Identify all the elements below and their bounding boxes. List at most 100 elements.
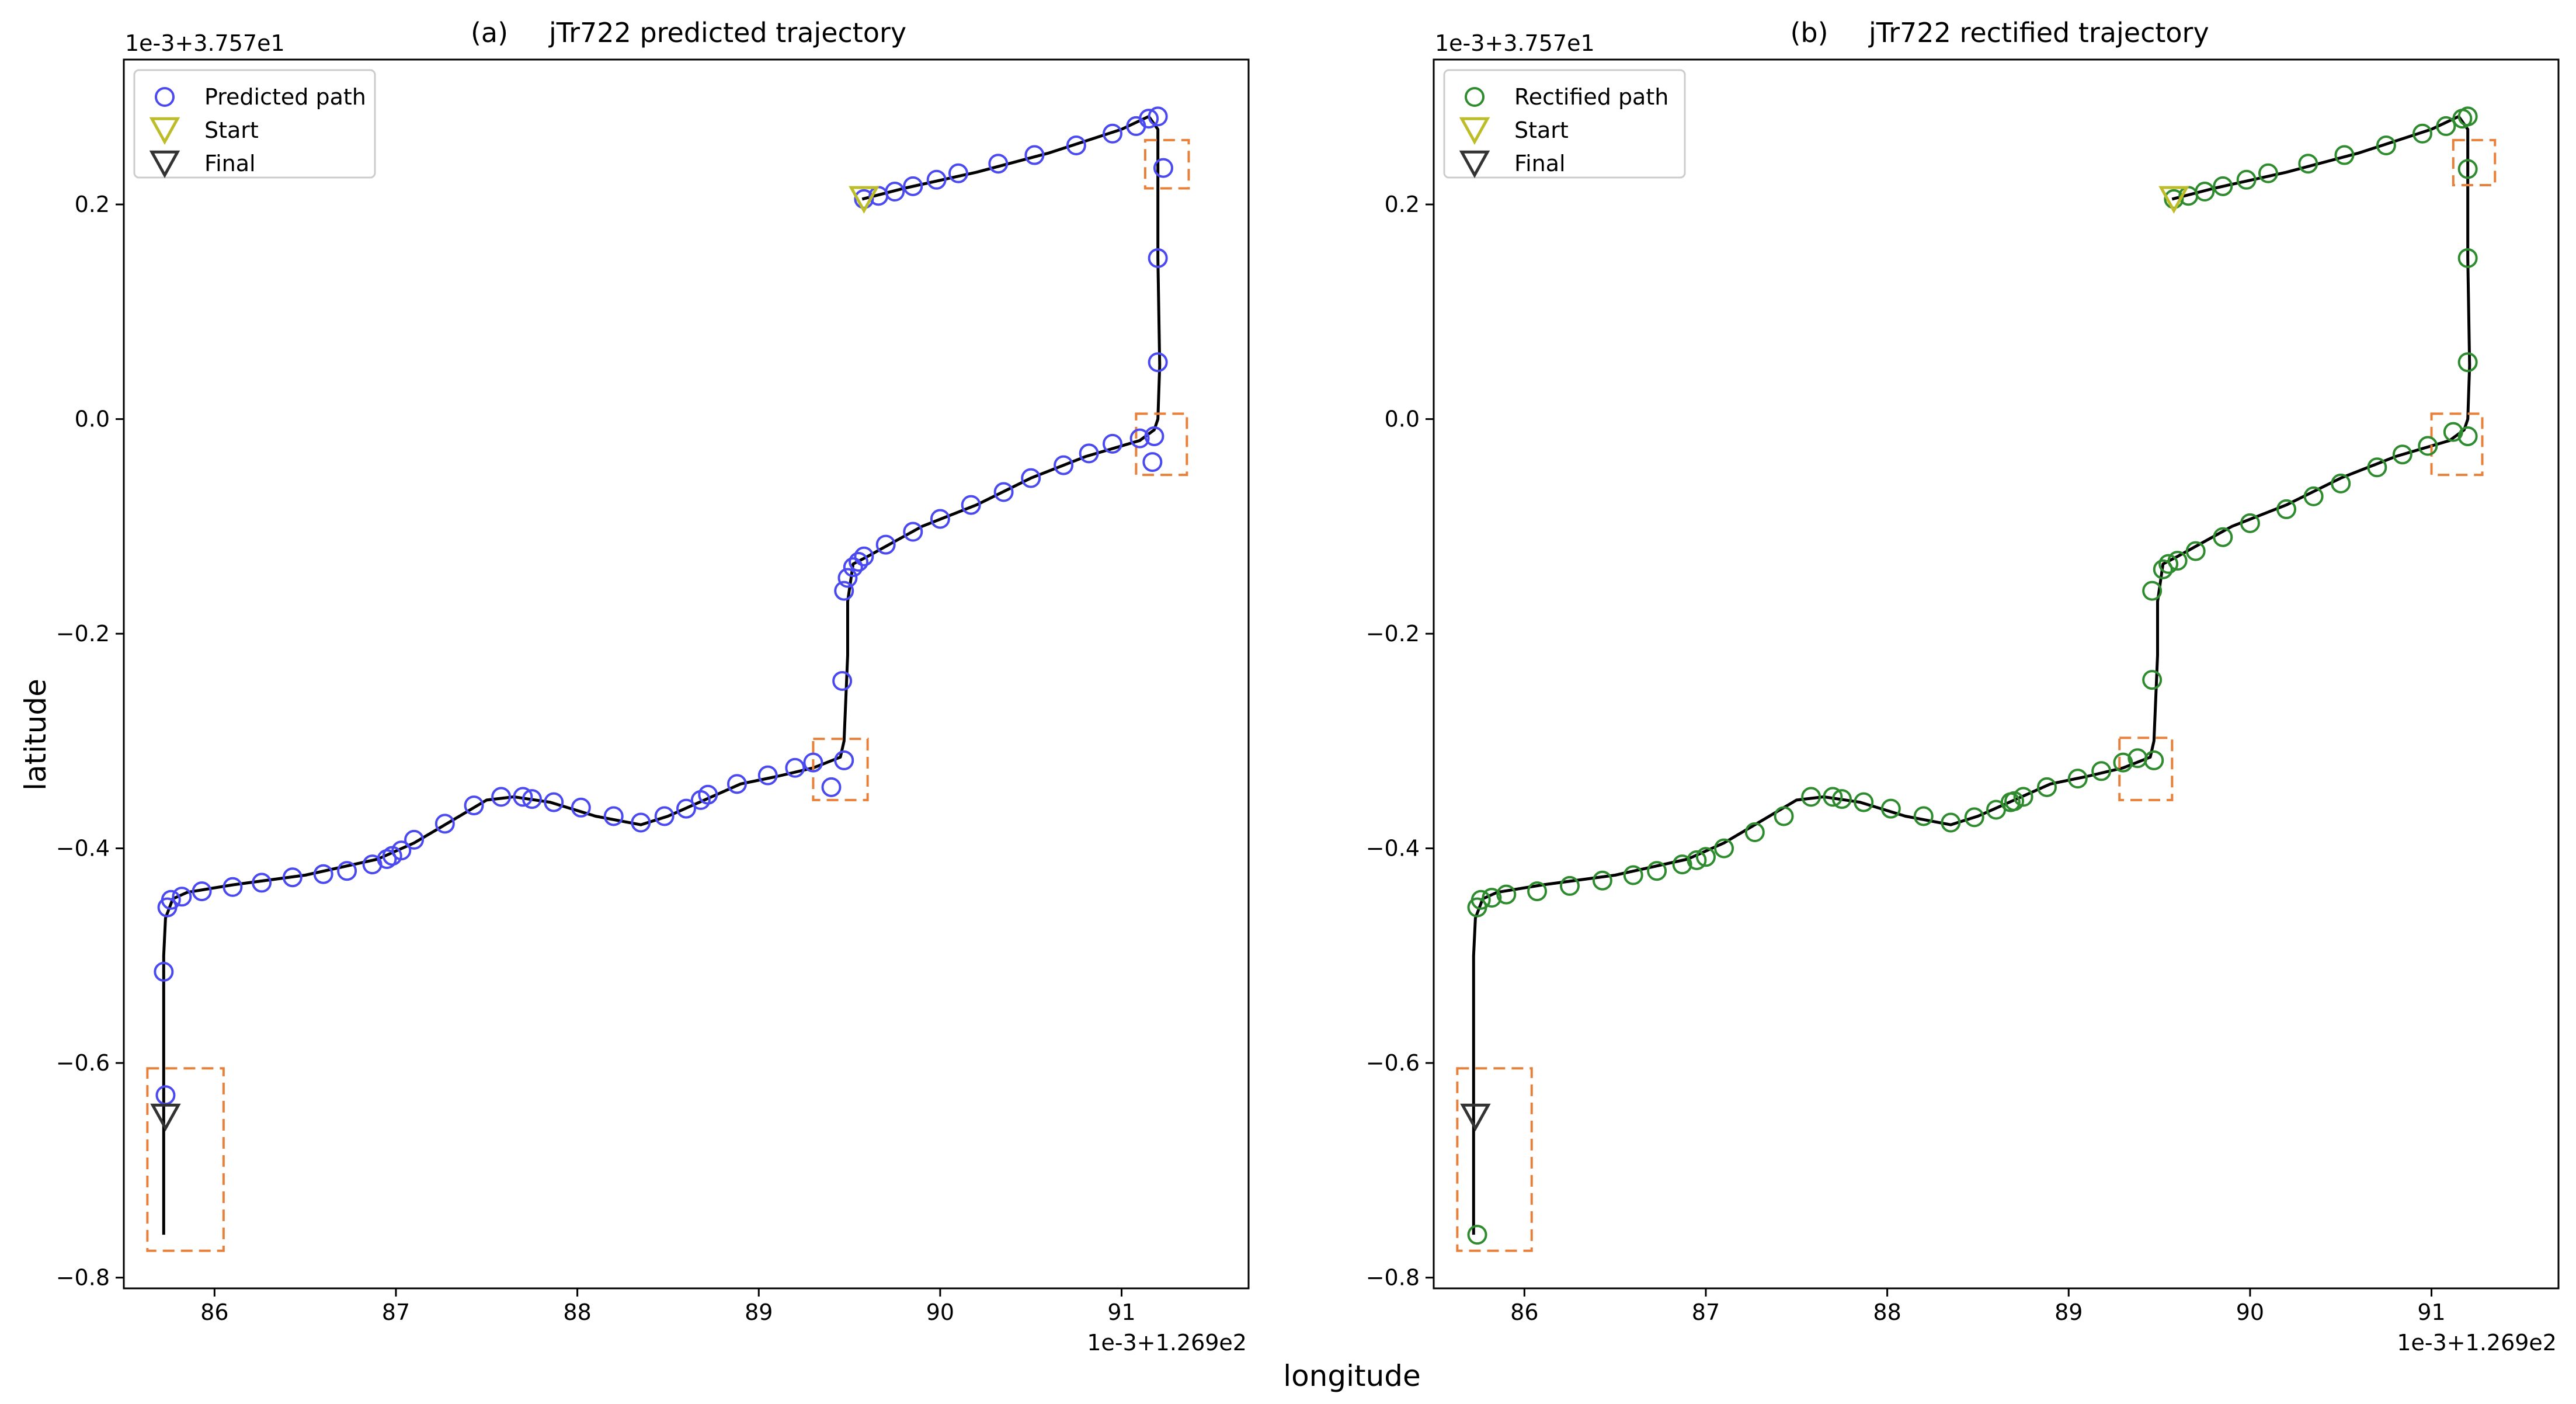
path-point <box>1129 428 1150 449</box>
path-point <box>157 897 178 918</box>
panel-a: (a) jTr722 predicted trajectory 1e-3+3.7… <box>56 17 1250 1356</box>
path-point <box>2185 541 2206 561</box>
y-tick-label: 0.0 <box>1385 406 1420 432</box>
path-point <box>1559 875 1580 896</box>
path-point <box>676 798 696 819</box>
path-point <box>726 774 747 794</box>
path-point <box>192 881 212 902</box>
path-point <box>1831 789 1852 809</box>
route-line <box>1472 114 2471 1235</box>
path-point <box>1941 812 1961 833</box>
route-line <box>162 114 1162 1235</box>
path-point <box>2213 176 2233 196</box>
path-point <box>926 169 947 190</box>
legend-label: Final <box>1514 151 1566 176</box>
path-point <box>757 765 778 786</box>
path-point <box>2142 581 2163 601</box>
x-tick-label: 87 <box>1692 1299 1720 1325</box>
legend-label: Rectified path <box>1514 84 1668 110</box>
y-tick-label: −0.4 <box>1366 836 1420 861</box>
path-point <box>885 182 905 202</box>
path-point <box>1801 787 1821 807</box>
path-point <box>2376 135 2396 156</box>
path-point <box>252 873 272 893</box>
path-point <box>491 787 512 807</box>
path-point <box>2067 769 2088 789</box>
path-point <box>1623 865 1643 885</box>
x-tick-label: 90 <box>926 1299 954 1325</box>
path-point <box>1144 426 1164 446</box>
panel-b-ticks: 86 87 88 89 90 91 −0.8 −0.6 −0.4 −0.2 0.0 0.2 <box>1366 192 2446 1325</box>
legend-marker <box>1459 150 1490 178</box>
panel-b-legend: Rectified path Start Final <box>1443 69 1686 179</box>
path-point <box>1647 861 1667 881</box>
path-point <box>154 961 174 982</box>
start-marker <box>2158 186 2189 214</box>
y-tick-label: 0.2 <box>1385 192 1420 217</box>
path-point <box>785 757 805 778</box>
highlight-box <box>146 1067 225 1252</box>
path-point <box>1687 850 1707 870</box>
path-point <box>2276 499 2297 519</box>
path-point <box>2013 787 2033 807</box>
highlight-box <box>1456 1067 1533 1252</box>
y-tick-label: −0.8 <box>56 1265 110 1291</box>
panel-b-boxes <box>1456 138 2497 1252</box>
path-point <box>834 581 854 601</box>
path-point <box>631 812 651 833</box>
path-point <box>362 854 383 875</box>
path-point <box>1021 468 1041 488</box>
legend-marker <box>1459 117 1490 145</box>
x-tick-label: 88 <box>563 1299 591 1325</box>
path-point <box>2367 457 2387 478</box>
path-point <box>404 829 425 850</box>
y-tick-label: −0.6 <box>1366 1050 1420 1076</box>
highlight-box <box>1135 412 1188 477</box>
path-point <box>603 806 624 826</box>
legend-marker <box>155 87 175 107</box>
path-point <box>993 482 1014 502</box>
panel-a-route <box>162 114 1162 1235</box>
x-tick-label: 86 <box>1510 1299 1538 1325</box>
path-point <box>2418 436 2438 456</box>
path-point <box>1139 109 1159 129</box>
path-point <box>1148 106 1168 127</box>
path-point <box>854 546 874 567</box>
path-point <box>1467 897 1487 918</box>
path-point <box>961 495 981 515</box>
path-point <box>337 861 357 881</box>
path-point <box>282 867 303 888</box>
panel-a-title: jTr722 predicted trajectory <box>548 17 906 48</box>
path-point <box>2091 761 2112 781</box>
path-point <box>223 877 243 897</box>
x-tick-label: 91 <box>1107 1299 1135 1325</box>
path-point <box>464 795 484 816</box>
legend-label: Start <box>1514 117 1569 143</box>
path-point <box>2334 145 2355 165</box>
legend-label: Final <box>204 151 256 176</box>
x-tick-label: 87 <box>382 1299 410 1325</box>
legend-label: Predicted path <box>204 84 366 110</box>
y-tick-label: −0.4 <box>56 836 110 861</box>
legend-marker <box>149 117 180 145</box>
legend-marker <box>1465 87 1485 107</box>
y-axis-label: latitude <box>19 679 53 791</box>
y-tick-label: 0.0 <box>75 406 110 432</box>
panel-a-frame <box>123 58 1250 1290</box>
x-tick-label: 89 <box>2054 1299 2083 1325</box>
path-point <box>1527 881 1548 902</box>
path-point <box>1695 847 1716 867</box>
path-point <box>571 797 591 818</box>
panel-b-label: (b) <box>1790 17 1828 48</box>
path-point <box>1774 806 1794 826</box>
panel-b-y-offset-label: 1e-3+3.757e1 <box>1435 30 1595 56</box>
path-point <box>2195 182 2215 202</box>
x-tick-label: 90 <box>2236 1299 2264 1325</box>
path-point <box>1496 884 1517 905</box>
path-point <box>2213 527 2233 547</box>
path-point <box>1482 888 1502 908</box>
panel-a-boxes <box>146 138 1190 1252</box>
path-point <box>832 670 853 691</box>
path-point <box>837 568 858 588</box>
path-point <box>2236 169 2257 190</box>
